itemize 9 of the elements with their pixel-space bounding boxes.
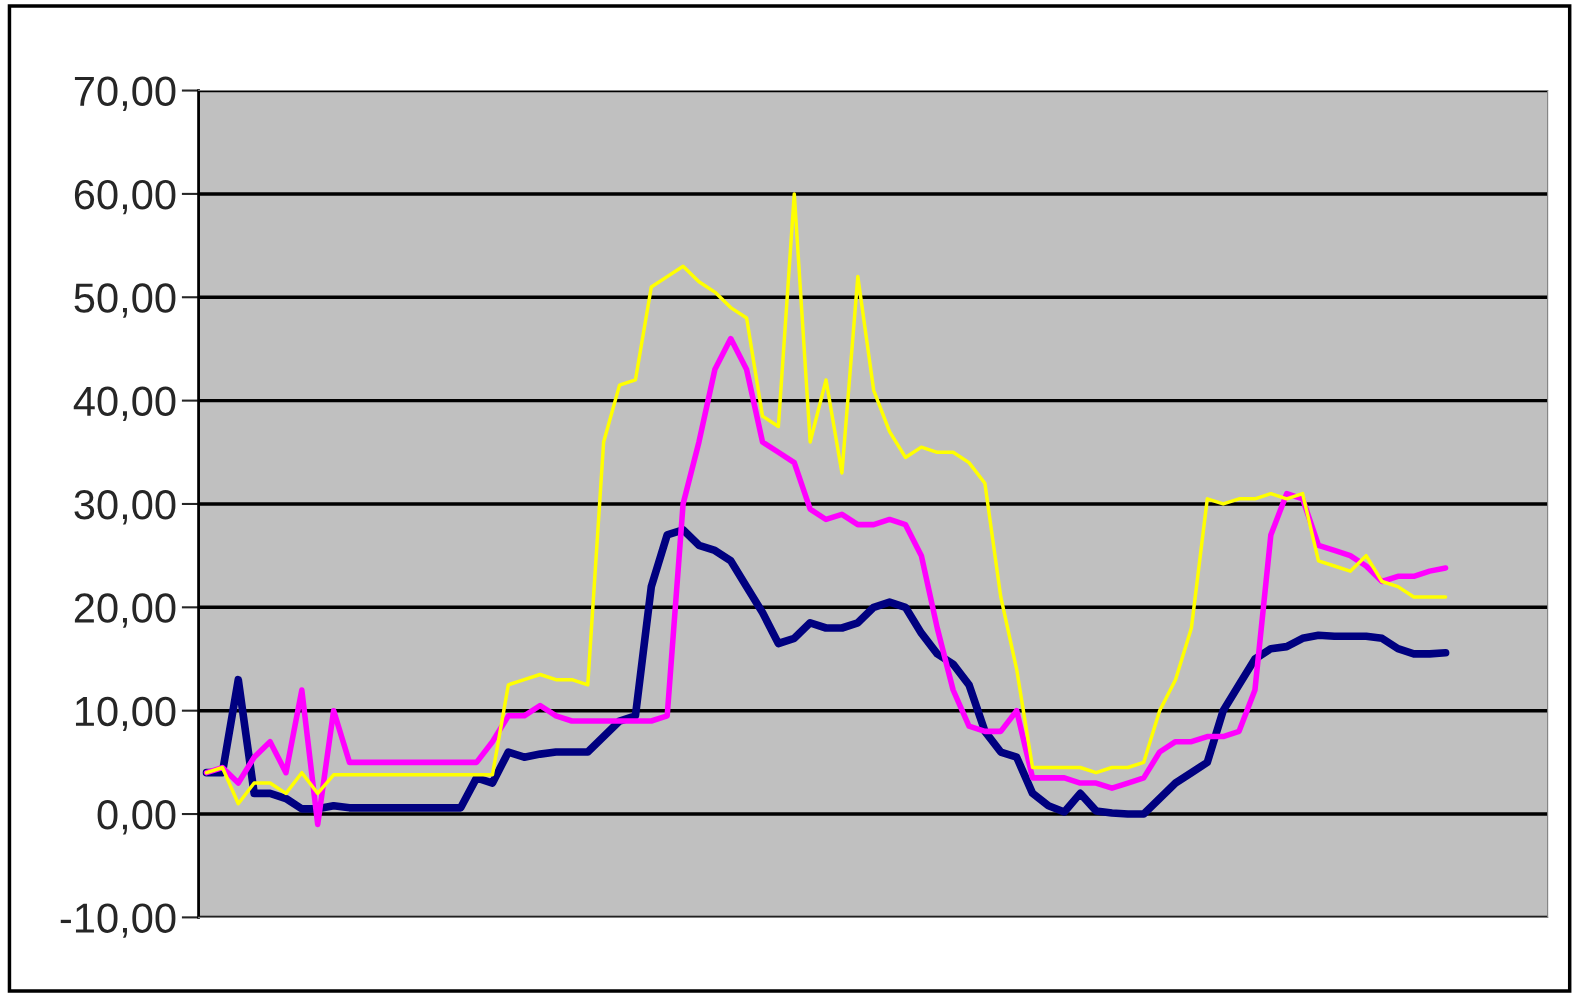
y-tick-label: 40,00 (73, 386, 176, 422)
y-tick-label: -10,00 (60, 903, 176, 938)
y-tick-label: 20,00 (74, 593, 176, 628)
y-tick-label: 30,00 (74, 489, 176, 525)
y-tick-label: 50,00 (74, 283, 176, 318)
y-tick-label: 60,00 (74, 179, 176, 215)
y-tick-label: 0,00 (97, 800, 176, 835)
y-tick-label: 10,00 (75, 696, 176, 732)
y-tick-label: 70,00 (74, 76, 176, 111)
